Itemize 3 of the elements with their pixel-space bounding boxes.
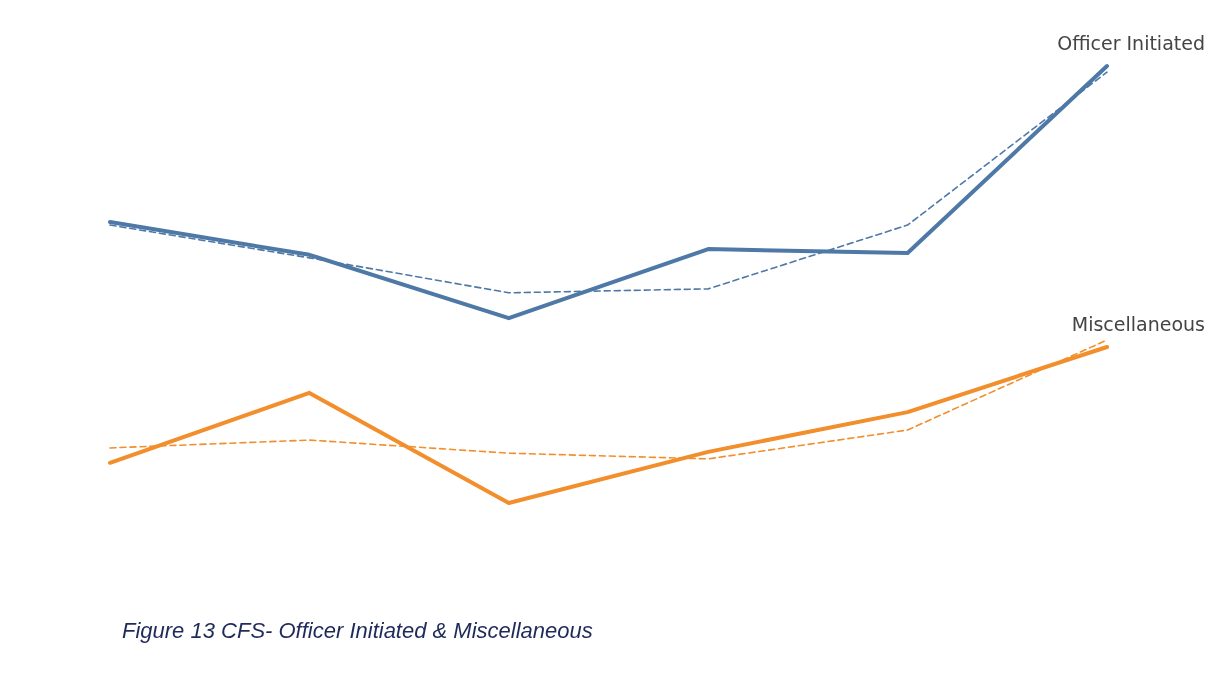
series-label: Officer Initiated bbox=[1057, 32, 1205, 54]
series-label: Miscellaneous bbox=[1071, 312, 1205, 335]
caption: Figure 13 CFS- Officer Initiated & Miscellaneous bbox=[122, 618, 593, 643]
